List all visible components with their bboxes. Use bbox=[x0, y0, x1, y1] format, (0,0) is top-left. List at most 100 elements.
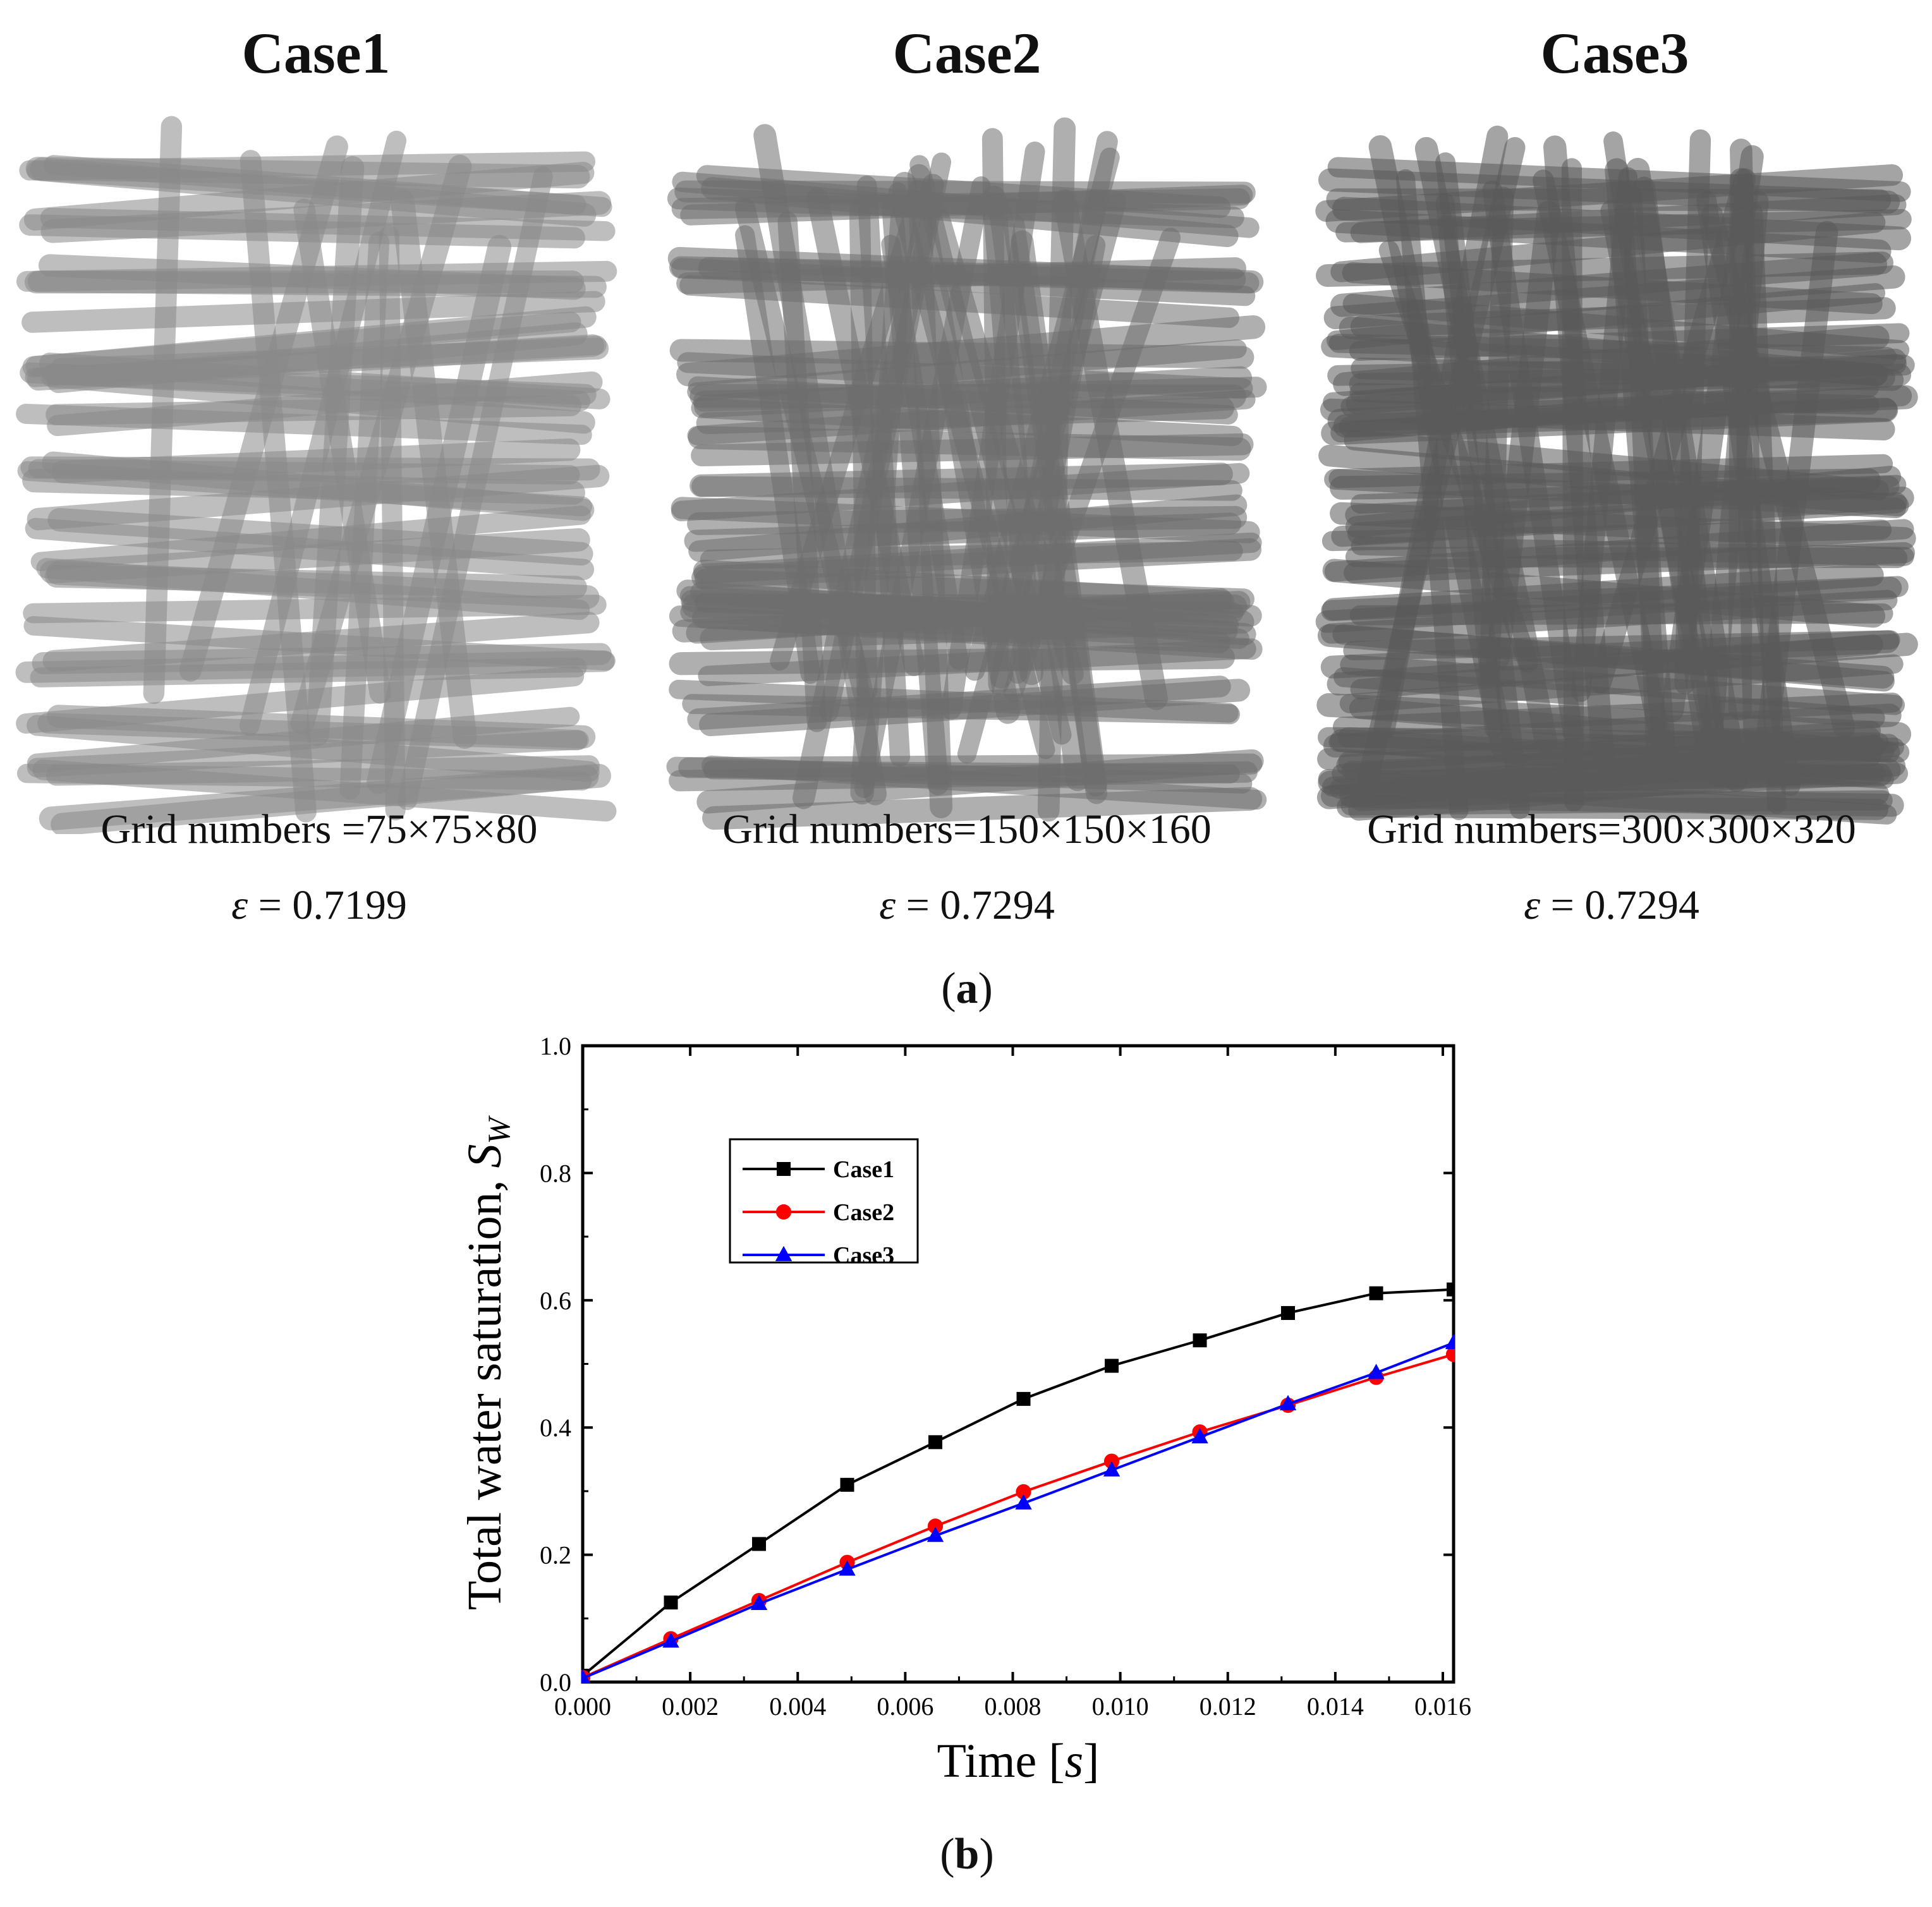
data-point bbox=[1015, 1494, 1032, 1510]
fiber bbox=[30, 506, 591, 571]
case3-porosity: ε = 0.7294 bbox=[1296, 885, 1928, 926]
fiber bbox=[44, 155, 612, 217]
data-point bbox=[1191, 1428, 1208, 1444]
fiber bbox=[981, 128, 1009, 695]
data-point bbox=[664, 1595, 678, 1610]
data-point bbox=[928, 1435, 943, 1450]
fiber bbox=[669, 256, 1246, 291]
y-tick-label: 0.6 bbox=[540, 1286, 571, 1315]
fiber bbox=[669, 339, 1255, 369]
fiber bbox=[1330, 252, 1888, 317]
case1-grid-numbers: Grid numbers =75×75×80 bbox=[100, 806, 538, 852]
case3-fiber-render bbox=[1315, 125, 1918, 825]
fiber bbox=[682, 694, 1241, 725]
panel-b-label: (b) bbox=[940, 1830, 994, 1879]
data-point bbox=[1103, 1461, 1121, 1477]
fiber bbox=[702, 755, 1267, 810]
legend-marker bbox=[777, 1162, 791, 1176]
fiber bbox=[290, 155, 472, 735]
series-case3 bbox=[581, 1333, 1455, 1683]
legend-marker bbox=[775, 1204, 792, 1220]
fiber bbox=[1342, 293, 1910, 360]
case2-fiber-render bbox=[666, 117, 1267, 830]
case1-porosity: ε = 0.7199 bbox=[3, 885, 635, 926]
case1-fiber-render bbox=[15, 116, 617, 834]
data-point bbox=[1445, 1333, 1455, 1350]
data-point bbox=[1368, 1364, 1385, 1379]
fiber bbox=[1327, 354, 1915, 386]
fiber bbox=[39, 353, 611, 409]
fiber bbox=[1486, 200, 1561, 670]
fiber bbox=[1333, 397, 1898, 438]
data-point bbox=[1105, 1359, 1119, 1373]
fiber bbox=[672, 591, 1251, 643]
data-point bbox=[1281, 1305, 1296, 1320]
fiber bbox=[1317, 624, 1895, 689]
fiber bbox=[701, 177, 1239, 248]
fiber bbox=[42, 451, 595, 521]
fiber bbox=[1011, 230, 1107, 797]
case1-title: Case1 bbox=[241, 21, 391, 85]
case3-title: Case3 bbox=[1540, 21, 1689, 85]
x-tick-label: 0.016 bbox=[1414, 1692, 1471, 1721]
epsilon-symbol: ε bbox=[231, 882, 248, 928]
fiber bbox=[688, 376, 1238, 425]
legend: Case1 Case2 Case3 bbox=[729, 1138, 919, 1269]
fiber bbox=[40, 207, 616, 241]
y-tick-label: 0.8 bbox=[540, 1159, 571, 1187]
data-point bbox=[1016, 1391, 1031, 1406]
plot-frame bbox=[581, 1044, 1455, 1684]
fiber bbox=[1324, 519, 1914, 582]
x-tick-label: 0.014 bbox=[1307, 1692, 1364, 1721]
case2-grid-numbers: Grid numbers=150×150×160 bbox=[722, 806, 1212, 852]
data-point bbox=[839, 1560, 856, 1576]
series-line bbox=[581, 1288, 1454, 1677]
water-saturation-chart: 0.0 0.2 0.4 0.6 0.8 1.0 0.000 0.002 0.004 0.006 0.… bbox=[458, 1032, 1471, 1788]
fiber bbox=[42, 612, 600, 672]
fiber bbox=[47, 705, 596, 749]
legend-box bbox=[729, 1138, 919, 1264]
x-tick-label: 0.006 bbox=[877, 1692, 933, 1721]
data-point bbox=[927, 1527, 944, 1542]
fiber bbox=[1331, 492, 1907, 547]
data-point bbox=[752, 1537, 767, 1551]
x-tick-label: 0.004 bbox=[769, 1692, 826, 1721]
epsilon-symbol: ε bbox=[879, 882, 896, 928]
epsilon-symbol: ε bbox=[1524, 882, 1541, 928]
fiber bbox=[1322, 564, 1884, 621]
panel-a-label: (a) bbox=[941, 964, 993, 1013]
fiber bbox=[39, 763, 611, 831]
case2-porosity: ε = 0.7294 bbox=[651, 885, 1283, 926]
x-tick-label: 0.010 bbox=[1092, 1692, 1149, 1721]
legend-marker bbox=[775, 1245, 793, 1261]
data-point bbox=[1016, 1484, 1031, 1500]
x-tick-label: 0.002 bbox=[662, 1692, 719, 1721]
legend-label: Case2 bbox=[833, 1199, 894, 1226]
fiber bbox=[1330, 212, 1886, 282]
porosity-value: = 0.7294 bbox=[1540, 882, 1699, 928]
y-tick-label: 0.2 bbox=[540, 1541, 571, 1570]
x-tick-label: 0.008 bbox=[984, 1692, 1041, 1721]
fiber bbox=[38, 254, 586, 300]
data-point bbox=[927, 1518, 944, 1534]
data-point bbox=[1279, 1395, 1297, 1410]
data-point bbox=[1369, 1286, 1383, 1300]
porosity-value: = 0.7294 bbox=[896, 882, 1055, 928]
porosity-value: = 0.7199 bbox=[248, 882, 407, 928]
x-axis-label: Time [s] bbox=[937, 1734, 1100, 1788]
fiber bbox=[1321, 590, 1898, 644]
data-point bbox=[581, 1669, 591, 1683]
data-point bbox=[1193, 1333, 1207, 1348]
case2-title: Case2 bbox=[892, 21, 1042, 85]
data-point bbox=[1445, 1347, 1455, 1362]
y-tick-label: 0.4 bbox=[540, 1414, 571, 1442]
legend-label: Case1 bbox=[833, 1156, 894, 1183]
data-point bbox=[750, 1594, 768, 1611]
fiber bbox=[1332, 693, 1903, 737]
y-tick-label: 1.0 bbox=[540, 1032, 571, 1060]
data-point bbox=[662, 1632, 679, 1648]
legend-label: Case3 bbox=[833, 1242, 894, 1269]
data-point bbox=[840, 1477, 854, 1492]
fiber bbox=[1322, 741, 1895, 797]
fiber bbox=[753, 124, 887, 806]
